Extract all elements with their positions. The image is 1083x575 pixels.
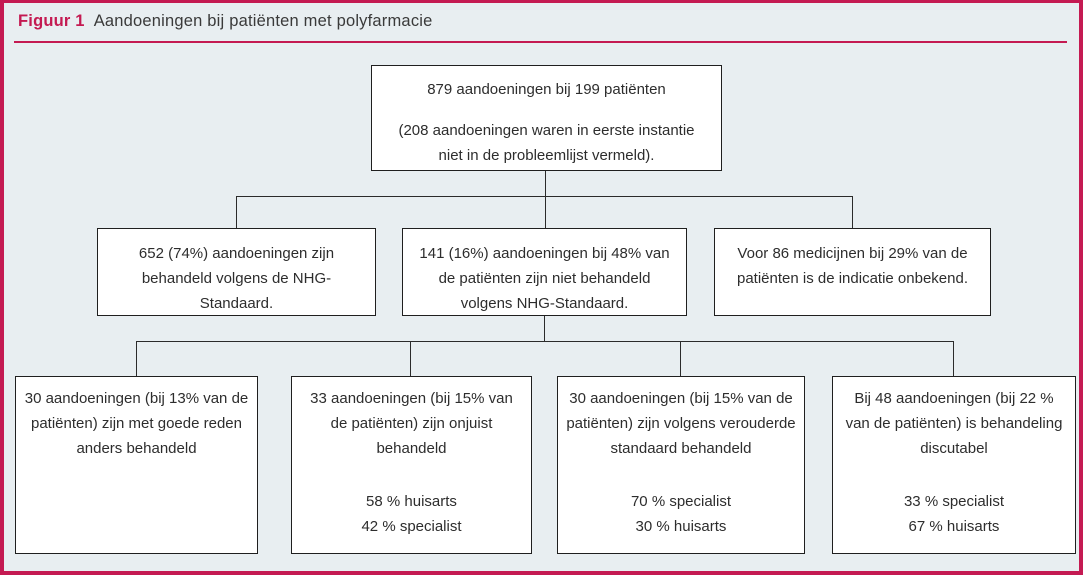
connector-line xyxy=(852,196,853,228)
node-outdated-standard: 30 aandoeningen (bij 15% van de patiënte… xyxy=(557,376,805,554)
node-root-summary: 879 aandoeningen bij 199 patiënten xyxy=(427,81,666,98)
connector-line xyxy=(410,341,411,376)
node-root-note: (208 aandoeningen waren in eerste instan… xyxy=(398,122,695,164)
node-nhg-conform-text: 652 (74%) aandoeningen zijn behandeld vo… xyxy=(138,245,335,312)
connector-line xyxy=(545,171,546,196)
connector-line xyxy=(680,341,681,376)
connector-line xyxy=(953,341,954,376)
node-outdated-standard-text: 30 aandoeningen (bij 15% van de patiënte… xyxy=(566,390,796,457)
node-incorrect-treatment-text: 33 aandoeningen (bij 15% van de patiënte… xyxy=(310,390,513,457)
node-indication-unknown: Voor 86 medicijnen bij 29% van de patiën… xyxy=(714,228,991,316)
node-debatable-treatment-text: Bij 48 aandoeningen (bij 22 % van de pat… xyxy=(845,390,1063,457)
node-incorrect-treatment: 33 aandoeningen (bij 15% van de patiënte… xyxy=(291,376,532,554)
node-incorrect-treatment-stats: 58 % huisarts 42 % specialist xyxy=(292,489,531,539)
figure-title: Aandoeningen bij patiënten met polyfarma… xyxy=(93,12,433,30)
node-debatable-treatment-stats: 33 % specialist 67 % huisarts xyxy=(833,489,1075,539)
node-nhg-conform: 652 (74%) aandoeningen zijn behandeld vo… xyxy=(97,228,376,316)
stat-line: 67 % huisarts xyxy=(908,518,1000,535)
node-good-reason: 30 aandoeningen (bij 13% van de patiënte… xyxy=(15,376,258,554)
stat-line: 42 % specialist xyxy=(361,518,462,535)
node-indication-unknown-text: Voor 86 medicijnen bij 29% van de patiën… xyxy=(736,245,968,287)
figure-header: Figuur 1 Aandoeningen bij patiënten met p… xyxy=(18,12,433,31)
node-outdated-standard-stats: 70 % specialist 30 % huisarts xyxy=(558,489,804,539)
node-not-nhg-conform-text: 141 (16%) aandoeningen bij 48% van de pa… xyxy=(419,245,670,312)
figure-label: Figuur 1 xyxy=(18,12,85,30)
stat-line: 30 % huisarts xyxy=(635,518,727,535)
header-divider xyxy=(14,41,1067,43)
node-debatable-treatment: Bij 48 aandoeningen (bij 22 % van de pat… xyxy=(832,376,1076,554)
connector-line xyxy=(236,196,237,228)
connector-line xyxy=(236,196,853,197)
connector-line xyxy=(545,196,546,228)
connector-line xyxy=(544,316,545,341)
connector-line xyxy=(136,341,954,342)
connector-line xyxy=(136,341,137,376)
node-good-reason-text: 30 aandoeningen (bij 13% van de patiënte… xyxy=(24,390,249,457)
stat-line: 58 % huisarts xyxy=(366,493,457,510)
stat-line: 33 % specialist xyxy=(903,493,1005,510)
node-root: 879 aandoeningen bij 199 patiënten (208 … xyxy=(371,65,722,171)
stat-line: 70 % specialist xyxy=(630,493,732,510)
node-not-nhg-conform: 141 (16%) aandoeningen bij 48% van de pa… xyxy=(402,228,687,316)
